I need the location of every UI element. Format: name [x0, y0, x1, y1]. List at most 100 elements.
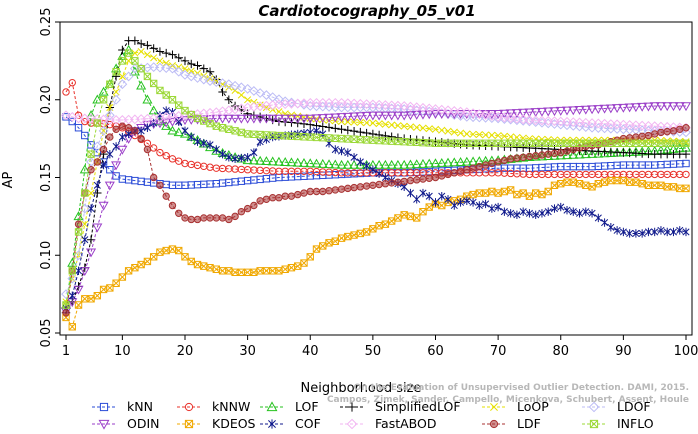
data-point — [187, 215, 195, 224]
data-point — [488, 131, 496, 139]
data-point — [292, 114, 303, 124]
data-point — [544, 207, 552, 216]
data-point — [136, 80, 147, 90]
data-point — [475, 131, 483, 139]
data-point — [93, 291, 102, 300]
data-point — [231, 154, 239, 164]
data-point — [330, 102, 341, 113]
legend-label: FastABOD — [375, 416, 437, 431]
data-point — [624, 103, 635, 113]
data-point — [273, 156, 284, 166]
data-point — [218, 87, 227, 97]
data-point — [680, 102, 692, 112]
data-point — [149, 173, 158, 182]
x-tick-label: 60 — [427, 344, 444, 359]
data-point — [569, 139, 577, 147]
legend-item-knn: kNN — [92, 399, 153, 414]
data-point — [469, 190, 477, 199]
data-point — [131, 263, 139, 272]
data-point — [651, 227, 659, 237]
data-point — [469, 164, 477, 172]
data-point — [387, 217, 396, 225]
data-point — [280, 114, 291, 124]
data-point — [112, 142, 120, 151]
data-point — [162, 152, 170, 160]
data-point — [681, 149, 691, 159]
data-point — [474, 109, 485, 119]
data-point — [317, 114, 328, 124]
data-point — [275, 267, 283, 275]
data-point — [212, 145, 220, 154]
data-point — [538, 190, 546, 199]
data-point — [601, 218, 609, 227]
data-point — [137, 126, 145, 136]
data-point — [124, 49, 133, 57]
data-point — [550, 149, 559, 158]
legend-item-simplifiedlof: SimplifiedLOF — [340, 399, 461, 414]
data-point — [350, 118, 358, 126]
data-point — [193, 260, 202, 269]
data-point — [205, 67, 215, 76]
data-point — [193, 215, 202, 224]
data-point — [162, 246, 170, 255]
data-point — [74, 301, 83, 309]
legend-item-inflo: INFLO — [582, 416, 654, 431]
data-point — [218, 124, 227, 132]
data-point — [336, 159, 347, 169]
data-point — [361, 99, 372, 110]
data-point — [536, 107, 548, 117]
data-point — [143, 145, 152, 154]
data-point — [211, 77, 222, 88]
data-point — [186, 71, 197, 82]
data-point — [175, 157, 183, 165]
legend-item-ldf: LDF — [482, 416, 541, 431]
data-point — [344, 148, 352, 157]
data-point — [594, 180, 603, 188]
legend-label: SimplifiedLOF — [375, 399, 461, 414]
data-point — [444, 127, 452, 135]
data-point — [490, 403, 498, 411]
data-point — [524, 115, 535, 125]
data-point — [574, 149, 585, 159]
data-point — [505, 109, 516, 119]
data-point — [336, 97, 347, 108]
data-point — [325, 239, 333, 247]
data-point — [62, 88, 70, 96]
legend-label: INFLO — [617, 416, 654, 431]
data-point — [187, 257, 195, 266]
data-point — [330, 113, 341, 123]
data-point — [184, 402, 194, 412]
watermark: On the Evaluation of Unsupervised Outlie… — [327, 383, 689, 405]
data-point — [425, 174, 433, 182]
data-point — [156, 181, 164, 189]
data-point — [424, 110, 435, 120]
data-point — [187, 132, 195, 142]
data-point — [530, 115, 541, 126]
data-point — [375, 222, 383, 230]
data-point — [593, 118, 604, 129]
data-point — [375, 120, 383, 128]
data-point — [413, 123, 421, 131]
data-point — [417, 158, 429, 168]
data-point — [250, 130, 258, 138]
legend-label: LDF — [517, 416, 541, 431]
chart-title: Cardiotocography_05_v01 — [258, 2, 475, 20]
legend-label: LOF — [295, 399, 319, 414]
data-point — [111, 72, 121, 81]
data-point — [267, 156, 278, 166]
data-point — [505, 113, 516, 124]
data-point — [193, 61, 202, 70]
data-point — [181, 214, 189, 222]
data-point — [419, 175, 427, 183]
data-point — [225, 215, 233, 224]
data-point — [331, 237, 339, 245]
data-point — [374, 111, 385, 121]
data-point — [206, 263, 214, 272]
data-point — [342, 159, 353, 169]
x-axis: 1 10 20 30 40 50 60 70 80 90 100 — [62, 335, 698, 359]
data-point — [242, 83, 253, 94]
data-point — [450, 201, 458, 210]
data-point — [644, 139, 653, 147]
data-point — [624, 120, 635, 130]
data-point — [668, 102, 679, 112]
